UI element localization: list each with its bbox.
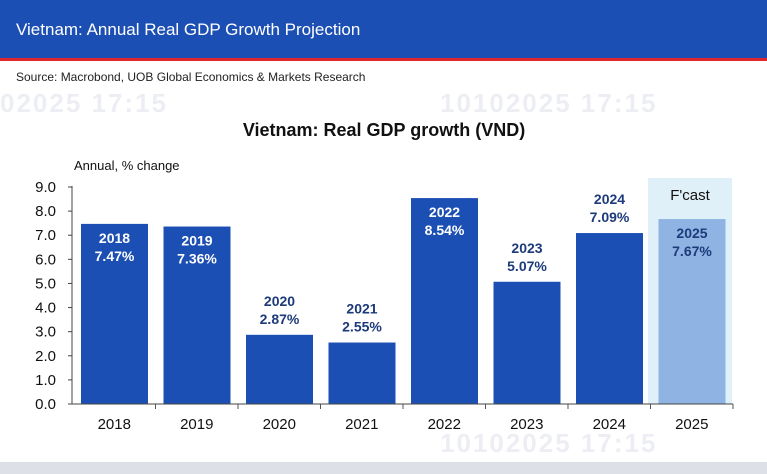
x-tick-label: 2020 <box>263 416 296 433</box>
data-label-year: 2023 <box>511 240 542 256</box>
data-label-value: 8.54% <box>425 222 465 238</box>
header-banner: Vietnam: Annual Real GDP Growth Projecti… <box>0 0 767 61</box>
watermark: 10102025 17:15 <box>440 88 658 118</box>
bar-2023 <box>493 281 561 404</box>
x-tick-label: 2018 <box>98 416 131 433</box>
forecast-label: F'cast <box>670 187 710 204</box>
y-tick-label: 4.0 <box>35 300 56 317</box>
x-tick-label: 2022 <box>428 416 461 433</box>
data-label-value: 7.36% <box>177 251 217 267</box>
data-label-value: 7.67% <box>672 243 712 259</box>
data-label-value: 2.55% <box>342 319 382 335</box>
chart-title: Vietnam: Real GDP growth (VND) <box>243 120 525 140</box>
data-label-year: 2025 <box>676 225 707 241</box>
y-tick-label: 1.0 <box>35 372 56 389</box>
y-tick-label: 3.0 <box>35 324 56 341</box>
data-label-value: 7.09% <box>590 209 630 225</box>
bar-2019 <box>163 226 231 404</box>
y-tick-label: 9.0 <box>35 179 56 196</box>
y-tick-label: 7.0 <box>35 227 56 244</box>
watermark: 02025 17:15 <box>0 88 169 118</box>
data-label-year: 2022 <box>429 204 460 220</box>
y-tick-label: 6.0 <box>35 251 56 268</box>
data-label-year: 2024 <box>594 191 625 207</box>
data-label-value: 5.07% <box>507 258 547 274</box>
y-axis-unit-label: Annual, % change <box>74 158 180 173</box>
data-label-year: 2020 <box>264 293 295 309</box>
bar-2018 <box>81 223 148 404</box>
y-tick-label: 5.0 <box>35 275 56 292</box>
page-title: Vietnam: Annual Real GDP Growth Projecti… <box>16 20 361 39</box>
x-tick-label: 2019 <box>180 416 213 433</box>
data-label-value: 2.87% <box>260 311 300 327</box>
bar-2021 <box>328 342 396 404</box>
data-label-value: 7.47% <box>95 248 135 264</box>
bar-2025 <box>658 219 726 404</box>
bar-2022 <box>411 198 478 404</box>
x-tick-label: 2023 <box>510 416 543 433</box>
y-tick-label: 2.0 <box>35 348 56 365</box>
data-label-year: 2018 <box>99 230 130 246</box>
watermark: 10102025 17:15 <box>440 428 658 458</box>
bar-2024 <box>576 233 643 404</box>
bar-2020 <box>246 334 313 404</box>
x-tick-label: 2021 <box>345 416 378 433</box>
bottom-bar <box>0 462 767 474</box>
source-note: Source: Macrobond, UOB Global Economics … <box>16 70 366 84</box>
y-tick-label: 8.0 <box>35 203 56 220</box>
data-label-year: 2021 <box>346 301 377 317</box>
x-tick-label: 2025 <box>675 416 708 433</box>
data-label-year: 2019 <box>181 233 212 249</box>
y-tick-label: 0.0 <box>35 396 56 413</box>
x-tick-label: 2024 <box>593 416 626 433</box>
